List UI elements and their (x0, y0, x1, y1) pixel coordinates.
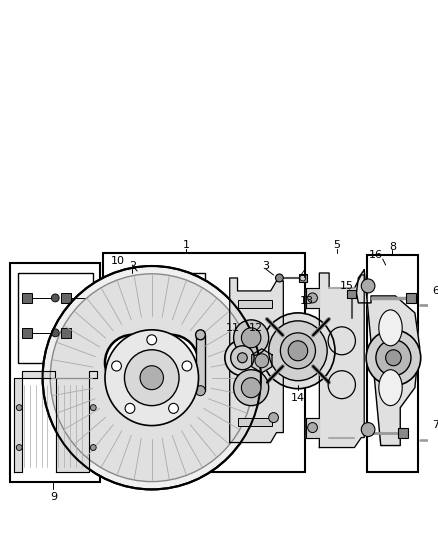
Circle shape (241, 378, 261, 398)
Polygon shape (14, 371, 55, 472)
Circle shape (182, 361, 192, 371)
Circle shape (268, 413, 279, 423)
Circle shape (376, 340, 411, 376)
Text: 10: 10 (111, 256, 125, 266)
Bar (103, 253, 305, 472)
Circle shape (152, 343, 191, 383)
Circle shape (366, 330, 421, 386)
Text: 5: 5 (333, 240, 340, 250)
Polygon shape (230, 278, 283, 442)
Circle shape (90, 445, 96, 450)
Circle shape (147, 335, 157, 345)
Circle shape (276, 274, 283, 282)
Text: 9: 9 (50, 492, 57, 503)
Circle shape (42, 266, 261, 489)
Circle shape (231, 346, 254, 370)
Bar (398, 427, 408, 438)
Text: 7: 7 (432, 419, 438, 430)
Circle shape (112, 361, 121, 371)
Text: 8: 8 (389, 242, 396, 252)
Bar (61, 328, 71, 338)
Bar (299, 274, 307, 282)
Text: 16: 16 (369, 250, 383, 260)
Text: 14: 14 (291, 393, 305, 402)
Bar (406, 293, 416, 303)
Circle shape (307, 293, 318, 303)
Bar (22, 293, 32, 303)
Circle shape (385, 350, 401, 366)
Bar (111, 273, 205, 453)
Circle shape (233, 370, 268, 406)
Circle shape (237, 353, 247, 363)
Circle shape (125, 403, 135, 414)
Bar (196, 335, 205, 391)
Bar (367, 255, 418, 472)
Text: 6: 6 (432, 286, 438, 296)
Circle shape (169, 403, 178, 414)
Text: 11: 11 (226, 323, 240, 333)
Circle shape (105, 330, 198, 425)
Circle shape (105, 335, 159, 391)
Polygon shape (306, 288, 319, 308)
Polygon shape (319, 273, 364, 448)
Bar (11, 263, 100, 482)
Bar (433, 434, 438, 445)
Circle shape (241, 328, 261, 348)
Circle shape (50, 274, 253, 482)
Bar (18, 273, 93, 363)
Polygon shape (56, 371, 97, 472)
Text: 1: 1 (182, 240, 189, 250)
Ellipse shape (379, 310, 402, 346)
Circle shape (144, 335, 198, 391)
Circle shape (113, 343, 152, 383)
Bar (237, 417, 272, 425)
Text: 4: 4 (299, 270, 306, 280)
Text: 13: 13 (300, 296, 314, 306)
Ellipse shape (196, 386, 205, 395)
Ellipse shape (196, 330, 205, 340)
Circle shape (300, 275, 306, 281)
Ellipse shape (379, 370, 402, 406)
Circle shape (361, 423, 375, 437)
Circle shape (51, 294, 59, 302)
Circle shape (288, 341, 307, 361)
Text: 2: 2 (129, 261, 136, 271)
Circle shape (307, 423, 318, 433)
Text: 12: 12 (249, 323, 263, 333)
Circle shape (255, 354, 268, 368)
Bar (61, 293, 71, 303)
Text: 15: 15 (339, 281, 353, 291)
Circle shape (261, 313, 335, 389)
Bar (346, 290, 357, 298)
Text: 3: 3 (262, 261, 269, 271)
Polygon shape (252, 349, 272, 373)
Circle shape (124, 350, 179, 406)
Circle shape (233, 320, 268, 356)
Bar (237, 300, 272, 308)
Circle shape (280, 333, 315, 369)
Polygon shape (306, 417, 319, 438)
Circle shape (225, 340, 260, 376)
Circle shape (16, 445, 22, 450)
Circle shape (90, 405, 96, 410)
Circle shape (51, 329, 59, 337)
Polygon shape (357, 270, 420, 446)
Circle shape (268, 321, 327, 381)
Bar (22, 328, 32, 338)
Circle shape (361, 279, 375, 293)
Circle shape (140, 366, 163, 390)
Circle shape (16, 405, 22, 410)
